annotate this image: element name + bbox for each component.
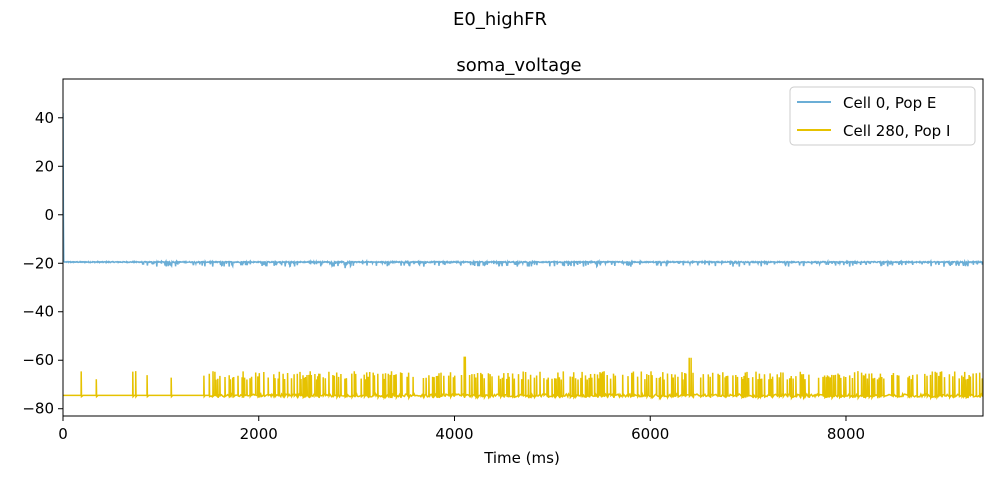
x-tick-label: 6000 — [631, 425, 669, 443]
legend-entry-cell-280: Cell 280, Pop I — [843, 122, 950, 140]
figure-suptitle: E0_highFR — [453, 9, 547, 30]
x-tick-label: 0 — [58, 425, 68, 443]
y-tick-label: 40 — [35, 109, 54, 127]
series-line-cell-280 — [63, 356, 983, 401]
x-tick-label: 2000 — [240, 425, 278, 443]
x-tick-label: 4000 — [435, 425, 473, 443]
x-axis-label: Time (ms) — [483, 449, 560, 467]
x-tick-label: 8000 — [827, 425, 865, 443]
x-axis: 0 2000 4000 6000 8000 — [58, 416, 865, 443]
y-tick-label: −40 — [22, 303, 54, 321]
axes-frame — [62, 78, 984, 417]
plot-area — [63, 112, 983, 401]
legend-box — [789, 86, 976, 146]
y-tick-label: −20 — [22, 254, 54, 272]
series-line-cell-0 — [63, 112, 983, 269]
y-tick-label: 0 — [44, 206, 54, 224]
y-tick-label: −80 — [22, 400, 54, 418]
legend-entry-cell-0: Cell 0, Pop E — [843, 94, 936, 112]
y-tick-label: −60 — [22, 351, 54, 369]
chart-title: soma_voltage — [456, 55, 581, 76]
y-tick-label: 20 — [35, 157, 54, 175]
y-axis: 40 20 0 −20 −40 −60 −80 — [22, 109, 63, 418]
legend: Cell 0, Pop E Cell 280, Pop I — [789, 86, 976, 146]
